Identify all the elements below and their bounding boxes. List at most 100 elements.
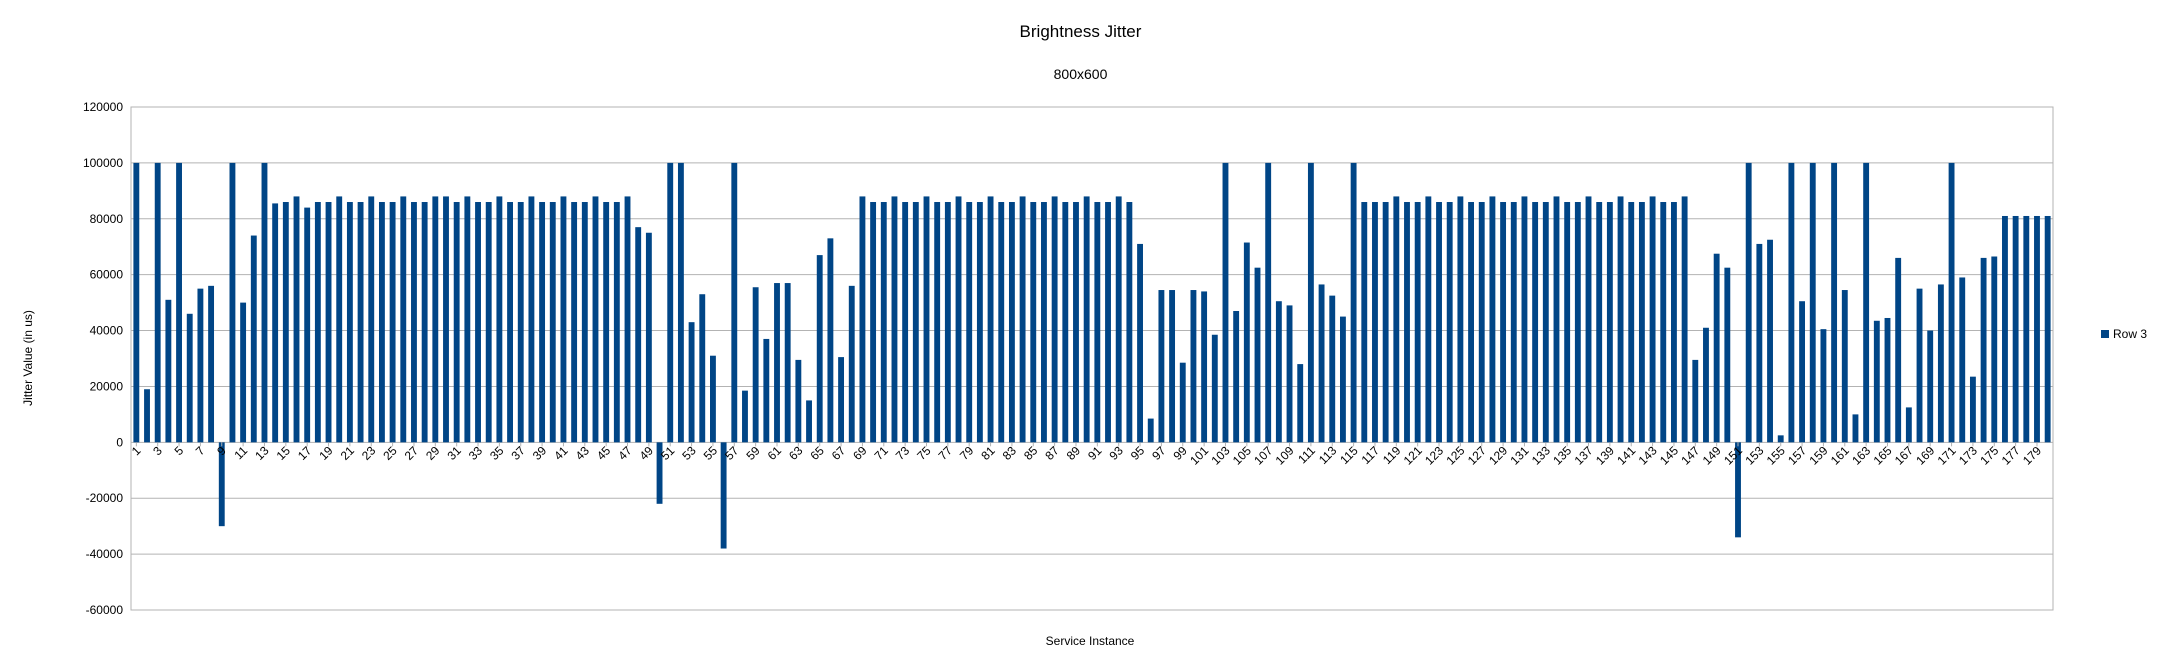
bar (1542, 202, 1549, 443)
bar (1649, 196, 1656, 443)
x-tick-label: 143 (1636, 443, 1660, 467)
x-tick-label: 149 (1700, 443, 1724, 467)
bar (1393, 196, 1400, 443)
bar (1457, 196, 1464, 443)
bar (1767, 239, 1773, 443)
bar (250, 235, 257, 443)
bar (1638, 202, 1645, 443)
bar (688, 322, 695, 443)
bar (774, 283, 780, 443)
bar (1617, 196, 1624, 443)
bar (368, 196, 375, 443)
y-tick-label: 100000 (83, 156, 123, 170)
x-tick-label: 113 (1316, 443, 1340, 467)
bar (1724, 267, 1731, 443)
bar (1660, 202, 1667, 443)
bar (1692, 359, 1699, 443)
chart-subtitle: 800x600 (1053, 66, 1108, 82)
bar (1446, 202, 1453, 443)
x-axis-label: Service Instance (1045, 634, 1135, 648)
bar (1489, 196, 1496, 443)
x-tick-label: 103 (1209, 443, 1233, 467)
bar (752, 287, 759, 443)
bar (1211, 334, 1218, 443)
x-tick-label: 65 (807, 443, 827, 463)
bar (293, 196, 300, 443)
bar (1307, 162, 1314, 443)
bar (1937, 284, 1944, 443)
bar (1372, 202, 1378, 443)
x-tick-label: 13 (252, 443, 272, 463)
bar (1969, 376, 1976, 443)
x-tick-label: 95 (1128, 443, 1148, 463)
x-tick-label: 109 (1273, 443, 1297, 467)
bar (314, 202, 321, 443)
x-tick-label: 23 (359, 443, 379, 463)
bar (1500, 202, 1507, 443)
bar (1820, 329, 1827, 443)
bar (784, 283, 791, 443)
x-tick-label: 101 (1187, 443, 1211, 467)
bar (998, 202, 1005, 443)
bar (1062, 202, 1069, 443)
bar (165, 299, 172, 443)
x-tick-label: 171 (1935, 443, 1959, 467)
bar (1147, 418, 1154, 443)
x-tick-label: 79 (957, 443, 977, 463)
x-tick-label: 121 (1401, 443, 1425, 467)
bar (1073, 202, 1079, 443)
bar (357, 202, 364, 443)
bar (710, 355, 716, 443)
bar (1041, 202, 1047, 443)
bar (1275, 301, 1282, 443)
bar (827, 238, 834, 443)
bar (1158, 290, 1165, 443)
legend-label: Row 3 (2113, 327, 2148, 341)
x-tick-label: 19 (316, 443, 336, 463)
bar (795, 359, 802, 443)
bar (613, 202, 620, 443)
bar (1553, 196, 1560, 443)
bar (304, 207, 311, 443)
x-tick-label: 63 (786, 443, 806, 463)
bar (1756, 243, 1763, 443)
x-tick-label: 127 (1465, 443, 1489, 467)
x-tick-label: 53 (679, 443, 699, 463)
x-tick-label: 85 (1021, 443, 1041, 463)
x-tick-label: 55 (701, 443, 721, 463)
bar (1671, 202, 1677, 443)
x-tick-label: 49 (637, 443, 657, 463)
bar (603, 202, 610, 443)
x-tick-label: 115 (1337, 443, 1361, 467)
x-tick-label: 173 (1956, 443, 1980, 467)
bar (475, 202, 481, 443)
x-tick-label: 111 (1295, 443, 1318, 466)
bar (1841, 290, 1848, 443)
x-tick-label: 43 (573, 443, 593, 463)
x-tick-label: 155 (1764, 443, 1788, 467)
x-tick-label: 29 (423, 443, 443, 463)
bar (1574, 202, 1581, 443)
x-tick-label: 151 (1721, 443, 1745, 467)
x-tick-label: 153 (1742, 443, 1766, 467)
bar (838, 357, 845, 443)
x-tick-label: 107 (1251, 443, 1275, 467)
bar (464, 196, 471, 443)
bar (1799, 301, 1806, 443)
bar (1884, 317, 1891, 443)
x-tick-label: 17 (295, 443, 315, 463)
bar (592, 196, 599, 443)
x-tick-label: 165 (1871, 443, 1895, 467)
bar (742, 390, 748, 443)
x-tick-label: 11 (232, 443, 251, 462)
x-tick-label: 131 (1508, 443, 1532, 467)
x-tick-label: 47 (615, 443, 635, 463)
x-tick-label: 135 (1550, 443, 1574, 467)
bar (1115, 196, 1122, 443)
bar (378, 202, 385, 443)
x-tick-label: 25 (380, 443, 400, 463)
bar (432, 196, 439, 443)
bar (272, 203, 279, 443)
bar (816, 255, 823, 443)
